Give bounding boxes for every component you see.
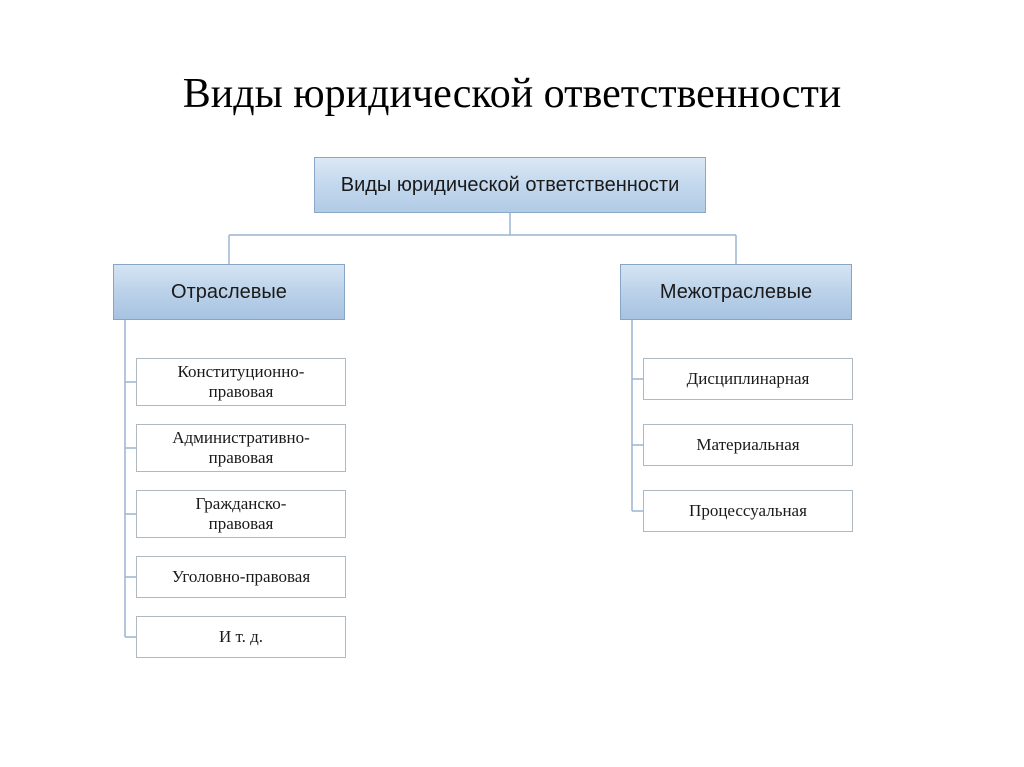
branch-left-leaf-1: Административно-правовая	[136, 424, 346, 472]
branch-left: Отраслевые	[113, 264, 345, 320]
page-title: Виды юридической ответственности	[0, 70, 1024, 118]
branch-right-leaf-1: Материальная	[643, 424, 853, 466]
branch-left-leaf-3: Уголовно-правовая	[136, 556, 346, 598]
branch-right: Межотраслевые	[620, 264, 852, 320]
branch-right-leaf-2: Процессуальная	[643, 490, 853, 532]
branch-left-leaf-2: Гражданско-правовая	[136, 490, 346, 538]
root-node: Виды юридической ответственности	[314, 157, 706, 213]
branch-right-leaf-0: Дисциплинарная	[643, 358, 853, 400]
branch-left-leaf-0: Конституционно-правовая	[136, 358, 346, 406]
branch-left-leaf-4: И т. д.	[136, 616, 346, 658]
